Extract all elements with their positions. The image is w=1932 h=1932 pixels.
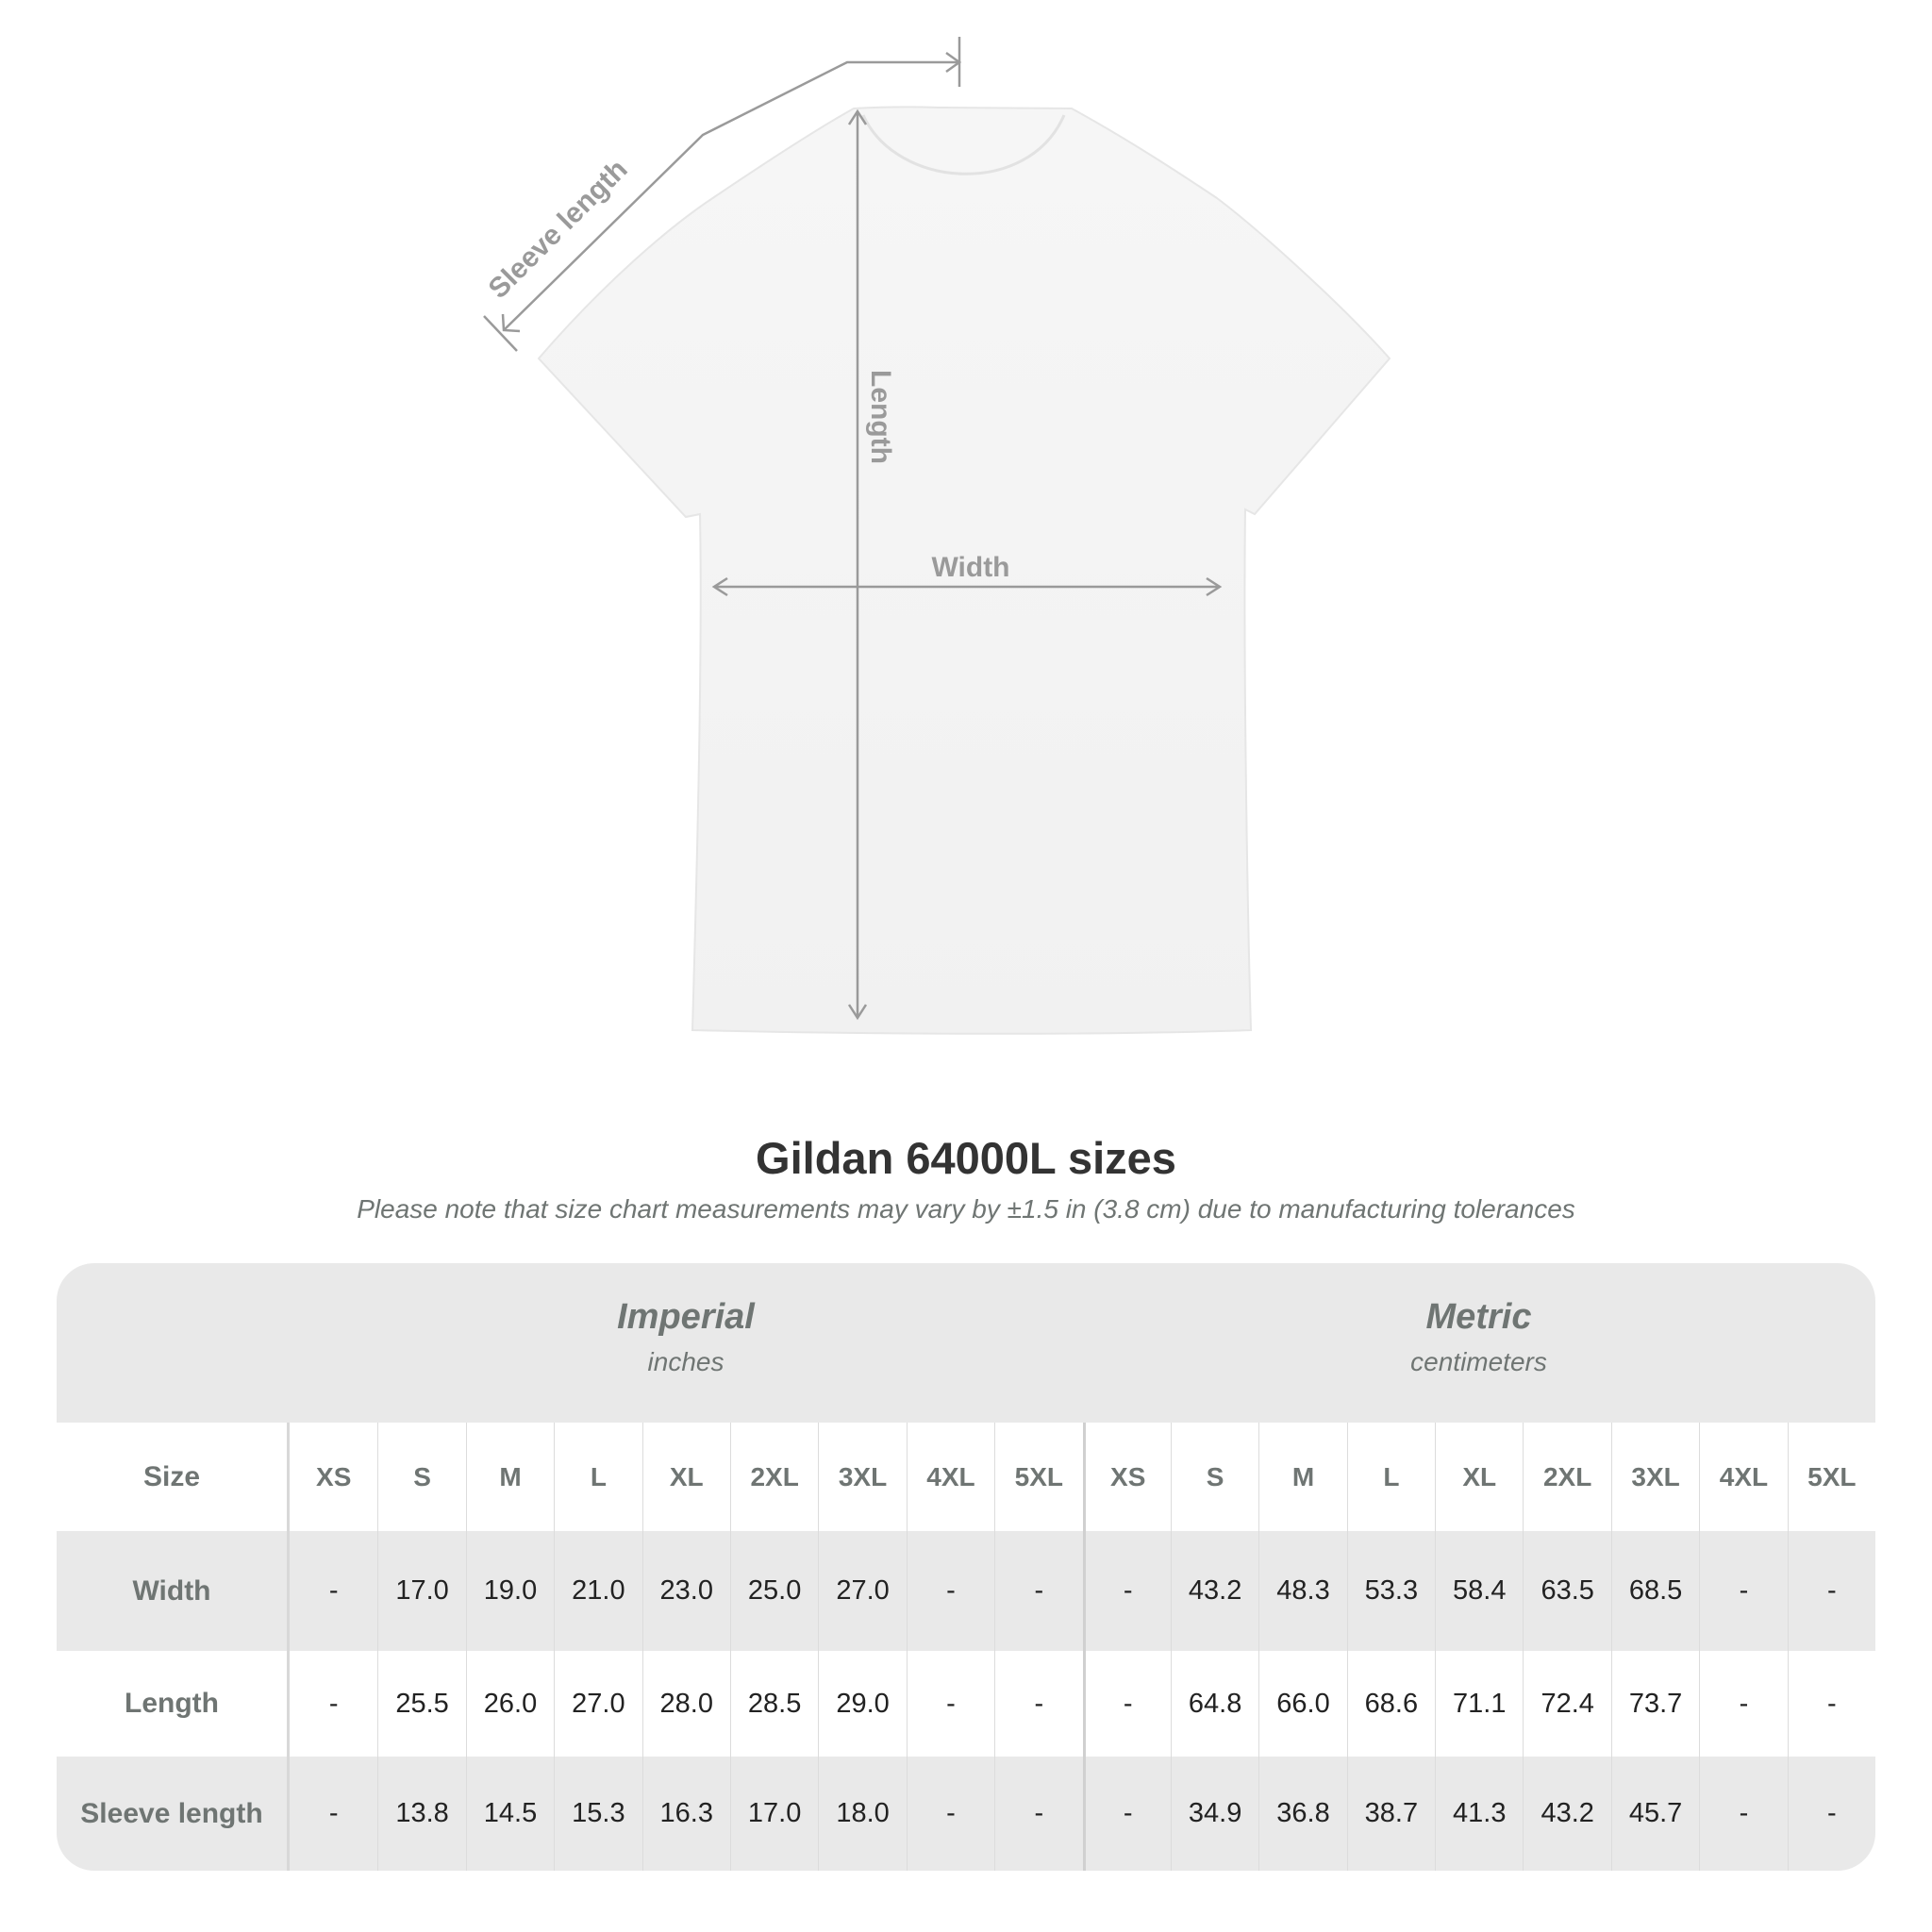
metric-value-cell: 58.4 bbox=[1435, 1531, 1523, 1651]
sleeve-measure-line bbox=[483, 37, 962, 352]
row-label: Width bbox=[57, 1531, 290, 1651]
imperial-value-cell: 19.0 bbox=[465, 1531, 554, 1651]
metric-value-cell: 71.1 bbox=[1435, 1651, 1523, 1757]
imperial-value-cell: - bbox=[994, 1651, 1082, 1757]
width-label: Width bbox=[931, 552, 1009, 583]
imperial-value-cell: - bbox=[328, 1798, 339, 1828]
table-row: Width -17.0 19.0 21.0 23.0 25.0 27.0- - -43.2 48.… bbox=[57, 1531, 1875, 1651]
tolerance-note: Please note that size chart measurements… bbox=[357, 1194, 1575, 1224]
size-header-cell: 4XL bbox=[1699, 1423, 1787, 1531]
imperial-value-cell: 17.0 bbox=[377, 1531, 465, 1651]
imperial-value-cell: - bbox=[906, 1651, 994, 1757]
metric-value-cell: 34.9 bbox=[1170, 1757, 1258, 1871]
row-label: Size bbox=[57, 1423, 290, 1531]
imperial-value-cell: 27.0 bbox=[554, 1651, 641, 1757]
size-header-cell: 2XL bbox=[1523, 1423, 1610, 1531]
imperial-value-cell: 27.0 bbox=[818, 1531, 906, 1651]
imperial-value-cell: - bbox=[328, 1688, 339, 1719]
size-chart-table: Imperial inches Metric centimeters Size X… bbox=[57, 1263, 1875, 1871]
size-header-cell: S bbox=[1170, 1423, 1258, 1531]
metric-value-cell: - bbox=[1699, 1651, 1787, 1757]
metric-unit: centimeters bbox=[1410, 1347, 1547, 1376]
imperial-value-cell: 15.3 bbox=[554, 1757, 641, 1871]
size-header-cell: 4XL bbox=[906, 1423, 994, 1531]
size-header-cell: 5XL bbox=[1787, 1423, 1875, 1531]
collar-seam bbox=[861, 114, 1066, 175]
size-header-cell: 3XL bbox=[818, 1423, 906, 1531]
imperial-value-cell: 25.0 bbox=[729, 1531, 818, 1651]
metric-value-cell: - bbox=[1787, 1651, 1875, 1757]
imperial-value-cell: 16.3 bbox=[641, 1757, 730, 1871]
size-header-cell: XL bbox=[1435, 1423, 1523, 1531]
imperial-value-cell: 25.5 bbox=[377, 1651, 465, 1757]
row-label: Sleeve length bbox=[57, 1757, 290, 1871]
imperial-unit: inches bbox=[647, 1347, 724, 1376]
metric-value-cell: 48.3 bbox=[1258, 1531, 1346, 1651]
size-header-cell: 3XL bbox=[1610, 1423, 1699, 1531]
size-header-cell: XS bbox=[316, 1461, 352, 1491]
size-header-row: Size XS S M L XL 2XL 3XL 4XL 5XL XS S M L XL 2XL 3XL 4XL 5… bbox=[57, 1423, 1875, 1531]
metric-value-cell: 43.2 bbox=[1170, 1531, 1258, 1651]
metric-value-cell: - bbox=[1082, 1651, 1171, 1757]
metric-value-cell: - bbox=[1699, 1531, 1787, 1651]
metric-value-cell: 66.0 bbox=[1258, 1651, 1346, 1757]
metric-value-cell: - bbox=[1082, 1757, 1171, 1871]
size-header-cell: XS bbox=[1082, 1423, 1171, 1531]
imperial-value-cell: - bbox=[994, 1757, 1082, 1871]
metric-value-cell: 38.7 bbox=[1346, 1757, 1435, 1871]
imperial-title: Imperial bbox=[617, 1297, 755, 1337]
metric-value-cell: 36.8 bbox=[1258, 1757, 1346, 1871]
imperial-value-cell: - bbox=[906, 1531, 994, 1651]
imperial-value-cell: - bbox=[994, 1531, 1082, 1651]
metric-value-cell: 43.2 bbox=[1523, 1757, 1610, 1871]
size-header-cell: XL bbox=[641, 1423, 730, 1531]
size-header-cell: 5XL bbox=[994, 1423, 1082, 1531]
metric-value-cell: - bbox=[1082, 1531, 1171, 1651]
imperial-header: Imperial inches bbox=[290, 1263, 1082, 1423]
metric-value-cell: 63.5 bbox=[1523, 1531, 1610, 1651]
imperial-value-cell: 28.0 bbox=[641, 1651, 730, 1757]
size-header-cell: M bbox=[465, 1423, 554, 1531]
imperial-value-cell: 13.8 bbox=[377, 1757, 465, 1871]
metric-title: Metric bbox=[1425, 1297, 1532, 1337]
imperial-value-cell: - bbox=[906, 1757, 994, 1871]
imperial-value-cell: 17.0 bbox=[729, 1757, 818, 1871]
size-header-cell: L bbox=[1346, 1423, 1435, 1531]
metric-value-cell: 64.8 bbox=[1170, 1651, 1258, 1757]
metric-header: Metric centimeters bbox=[1082, 1263, 1875, 1423]
metric-value-cell: 72.4 bbox=[1523, 1651, 1610, 1757]
metric-value-cell: - bbox=[1699, 1757, 1787, 1871]
imperial-value-cell: 18.0 bbox=[818, 1757, 906, 1871]
size-header-cell: L bbox=[554, 1423, 641, 1531]
imperial-value-cell: 29.0 bbox=[818, 1651, 906, 1757]
table-row: Length -25.5 26.0 27.0 28.0 28.5 29.0- - -64.8 66… bbox=[57, 1651, 1875, 1757]
tshirt-shape bbox=[537, 106, 1391, 1035]
metric-value-cell: - bbox=[1787, 1531, 1875, 1651]
imperial-value-cell: 26.0 bbox=[465, 1651, 554, 1757]
size-header-cell: 2XL bbox=[729, 1423, 818, 1531]
size-header-cell: S bbox=[377, 1423, 465, 1531]
imperial-value-cell: 23.0 bbox=[641, 1531, 730, 1651]
imperial-value-cell: - bbox=[328, 1575, 339, 1606]
tshirt-diagram: Sleeve length Length Width bbox=[483, 37, 1391, 1035]
metric-value-cell: 68.6 bbox=[1346, 1651, 1435, 1757]
metric-value-cell: 41.3 bbox=[1435, 1757, 1523, 1871]
imperial-value-cell: 28.5 bbox=[729, 1651, 818, 1757]
metric-value-cell: 53.3 bbox=[1346, 1531, 1435, 1651]
table-header-band bbox=[57, 1263, 1875, 1423]
imperial-value-cell: 14.5 bbox=[465, 1757, 554, 1871]
row-label: Length bbox=[57, 1651, 290, 1757]
page-title: Gildan 64000L sizes bbox=[756, 1133, 1176, 1183]
metric-value-cell: - bbox=[1787, 1757, 1875, 1871]
length-label: Length bbox=[865, 370, 896, 464]
size-header-cell: M bbox=[1258, 1423, 1346, 1531]
imperial-value-cell: 21.0 bbox=[554, 1531, 641, 1651]
metric-value-cell: 73.7 bbox=[1610, 1651, 1699, 1757]
table-row: Sleeve length -13.8 14.5 15.3 16.3 17.0 18.0- -… bbox=[57, 1757, 1875, 1871]
metric-value-cell: 68.5 bbox=[1610, 1531, 1699, 1651]
length-measure-line bbox=[847, 108, 868, 1021]
metric-value-cell: 45.7 bbox=[1610, 1757, 1699, 1871]
width-measure-line bbox=[711, 576, 1223, 597]
